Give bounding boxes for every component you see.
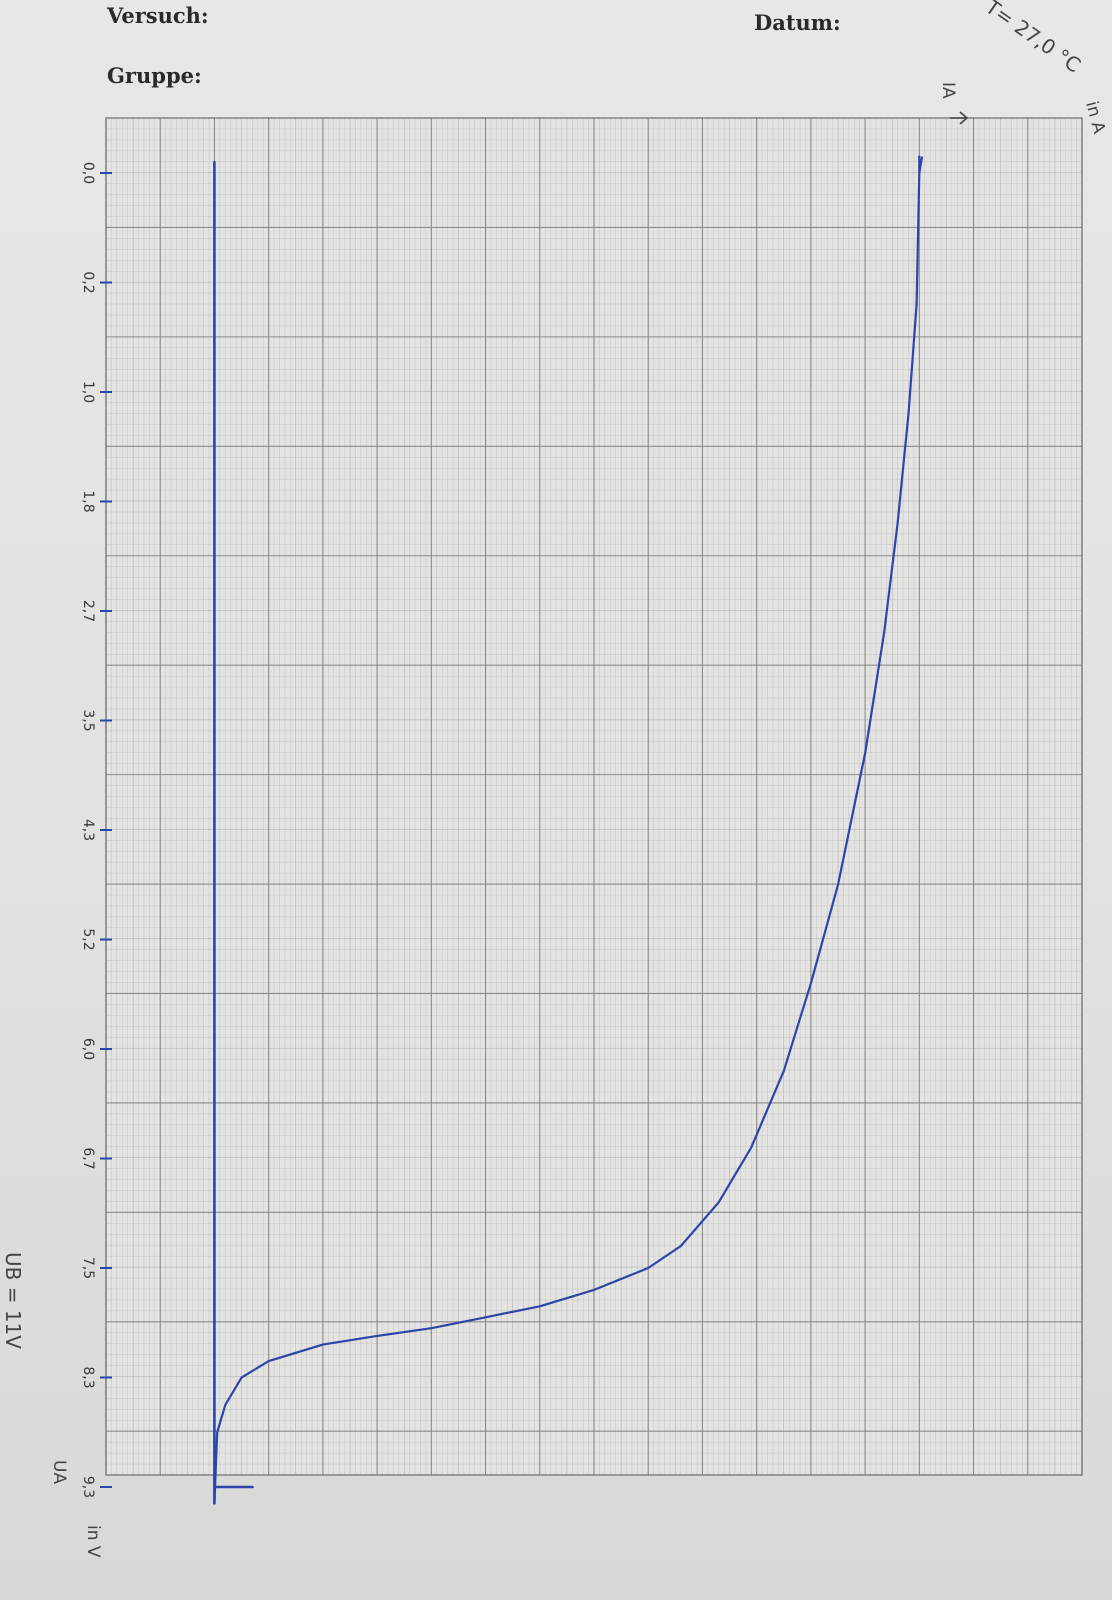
- gruppe-label: Gruppe:: [107, 63, 202, 88]
- y-tick-marks: [100, 172, 112, 1488]
- curve-end-segment: [918, 156, 924, 174]
- y-tick-label: 7,5: [80, 1257, 96, 1279]
- y-tick-label: 1,8: [80, 490, 96, 512]
- datum-label: Datum:: [754, 10, 841, 35]
- y-tick-label: 8,3: [80, 1366, 96, 1388]
- y-axis-unit: in V: [83, 1525, 103, 1558]
- x-axis-arrow-icon: [950, 111, 969, 125]
- y-tick-label: 0,0: [80, 162, 96, 184]
- ub-note: UB = 11V: [1, 1252, 25, 1349]
- y-tick-label: 6,7: [80, 1147, 96, 1169]
- grid-major-lines: [105, 117, 1083, 1476]
- y-tick-label: 0,2: [80, 271, 96, 293]
- y-tick-label: 9,3: [80, 1476, 96, 1498]
- plot-border: [105, 117, 1083, 1476]
- ia-ua-curve: [213, 155, 921, 1505]
- data-series: [213, 155, 924, 1505]
- y-tick-label: 5,2: [80, 928, 96, 950]
- versuch-label: Versuch:: [107, 3, 209, 28]
- y-tick-label: 3,5: [80, 709, 96, 731]
- y-tick-label: 6,0: [80, 1038, 96, 1060]
- y-tick-label: 1,0: [80, 381, 96, 403]
- y-tick-label: 2,7: [80, 600, 96, 622]
- y-tick-labels: 0,0 0,2 1,0 1,8 2,7 3,5 4,3 5,2 6,0 6,7 7,5 8,3 9,3: [80, 162, 96, 1498]
- y-axis-label: UA: [49, 1460, 69, 1484]
- temperature-note: T= 27,0 °C: [980, 0, 1085, 77]
- x-axis-unit: in A: [1081, 99, 1109, 136]
- y-tick-label: 4,3: [80, 819, 96, 841]
- x-axis-label: IA: [938, 82, 958, 99]
